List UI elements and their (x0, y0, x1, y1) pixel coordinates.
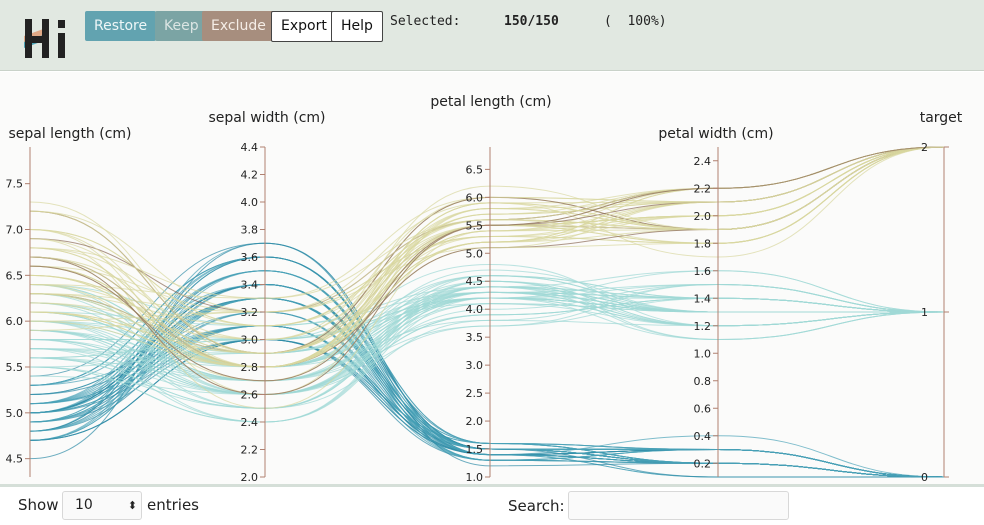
axis-tick-label: 4.4 (241, 141, 259, 154)
axis-tick-label: 6.5 (6, 269, 24, 282)
selection-percent: ( 100%) (604, 14, 667, 29)
axis-tick-label: 2.6 (241, 389, 259, 402)
data-line (29, 146, 945, 382)
axis-tick-label: 7.5 (6, 178, 24, 191)
axis-tick-label: 1.4 (694, 292, 712, 305)
axis-tick-label: 4.5 (466, 275, 484, 288)
axis-tick-label: 4.0 (241, 196, 259, 209)
axis-tick-label: 2.0 (241, 471, 259, 484)
axis-tick-label: 6.0 (466, 191, 484, 204)
entries-value: 10 (75, 497, 93, 513)
keep-button[interactable]: Keep (155, 11, 208, 41)
axis-3[interactable]: petal width (cm) 2.4 2.2 2.0 1.8 1.6 1.4 1.2 1.0… (658, 126, 774, 477)
axis-4[interactable]: target 2 1 0 (920, 110, 963, 484)
parallel-coordinates-plot[interactable]: sepal length (cm) 7.5 7.0 6.5 6.0 5.5 5.0 4.5 se… (0, 72, 984, 484)
axis-tick-label: 0.4 (694, 430, 712, 443)
axis-tick-label: 5.5 (6, 361, 24, 374)
axis-tick-label: 3.6 (241, 251, 259, 264)
axis-tick-label: 6.5 (466, 163, 484, 176)
export-button[interactable]: Export (271, 11, 337, 42)
data-line (29, 146, 945, 368)
table-controls: Show 10 ⬍ entries Search: (0, 484, 984, 525)
axis-tick-label: 0.8 (694, 375, 712, 388)
axis-tick-label: 2.2 (694, 182, 712, 195)
data-line (29, 146, 945, 322)
axis-tick-label: 3.0 (466, 359, 484, 372)
selection-label: Selected: (390, 14, 461, 29)
axis-tick-label: 1.0 (694, 347, 712, 360)
parallel-coordinates-svg[interactable]: sepal length (cm)7.57.06.56.05.55.04.5se… (0, 72, 984, 484)
help-button[interactable]: Help (331, 11, 383, 42)
restore-button[interactable]: Restore (85, 11, 157, 41)
axis-tick-label: 4.0 (466, 303, 484, 316)
entries-label: entries (147, 496, 199, 514)
exclude-button[interactable]: Exclude (202, 11, 275, 41)
axis-tick-label: 1.0 (466, 471, 484, 484)
axis-tick-label: 0.2 (694, 457, 712, 470)
axis-tick-label: 3.0 (241, 334, 259, 347)
data-line (29, 146, 945, 327)
selection-count: 150/150 (504, 14, 559, 29)
data-line (29, 146, 945, 354)
axis-2[interactable]: petal length (cm) 6.5 6.0 5.5 5.0 4.5 4.0 3.5 3.… (430, 94, 551, 484)
axis-0[interactable]: sepal length (cm) 7.5 7.0 6.5 6.0 5.5 5.0 4.5 (6, 126, 132, 477)
axis-tick-label: 2 (921, 141, 928, 154)
axis-tick-label: 4.2 (241, 169, 259, 182)
axis-label[interactable]: target (920, 110, 963, 126)
toolbar: Restore Keep Exclude Export Help Selecte… (0, 0, 984, 71)
axis-tick-label: 2.5 (466, 387, 484, 400)
data-lines (29, 146, 945, 478)
axis-tick-label: 3.2 (241, 306, 259, 319)
show-label: Show (18, 496, 59, 514)
data-line (29, 286, 944, 409)
axis-label[interactable]: petal width (cm) (658, 126, 773, 142)
axis-label[interactable]: sepal length (cm) (8, 126, 131, 142)
axis-tick-label: 3.4 (241, 279, 259, 292)
data-line (29, 283, 945, 396)
data-line (29, 146, 945, 313)
axis-tick-label: 2.4 (241, 416, 259, 429)
axis-tick-label: 1.8 (694, 237, 712, 250)
axis-tick-label: 5.5 (466, 219, 484, 232)
entries-per-page-select[interactable]: 10 ⬍ (62, 491, 142, 520)
axis-tick-label: 5.0 (466, 247, 484, 260)
axis-label[interactable]: petal length (cm) (430, 94, 551, 110)
axis-tick-label: 3.8 (241, 224, 259, 237)
axis-tick-label: 2.4 (694, 155, 712, 168)
axis-tick-label: 6.0 (6, 315, 24, 328)
axis-tick-label: 2.2 (241, 444, 259, 457)
axis-tick-label: 1.6 (694, 265, 712, 278)
search-label: Search: (508, 497, 565, 515)
axis-1[interactable]: sepal width (cm) 4.4 4.2 4.0 3.8 3.6 3.4 3.2 3.0… (208, 110, 325, 484)
axis-tick-label: 0.6 (694, 402, 712, 415)
chevron-updown-icon: ⬍ (127, 499, 137, 512)
axis-tick-label: 0 (921, 471, 928, 484)
axis-tick-label: 1.2 (694, 320, 712, 333)
axes-group: sepal length (cm)7.57.06.56.05.55.04.5se… (6, 94, 963, 484)
axis-label[interactable]: sepal width (cm) (208, 110, 325, 126)
selection-status: Selected: 150/150 ( 100%) (390, 14, 667, 89)
data-line (29, 256, 944, 478)
axis-tick-label: 2.0 (466, 415, 484, 428)
hiplot-logo (24, 19, 65, 58)
axis-tick-label: 5.0 (6, 407, 24, 420)
search-input[interactable] (568, 491, 789, 520)
axis-tick-label: 3.5 (466, 331, 484, 344)
axis-tick-label: 2.0 (694, 210, 712, 223)
axis-tick-label: 1 (921, 306, 928, 319)
axis-tick-label: 4.5 (6, 453, 24, 466)
axis-tick-label: 2.8 (241, 361, 259, 374)
axis-tick-label: 1.5 (466, 443, 484, 456)
axis-tick-label: 7.0 (6, 224, 24, 237)
